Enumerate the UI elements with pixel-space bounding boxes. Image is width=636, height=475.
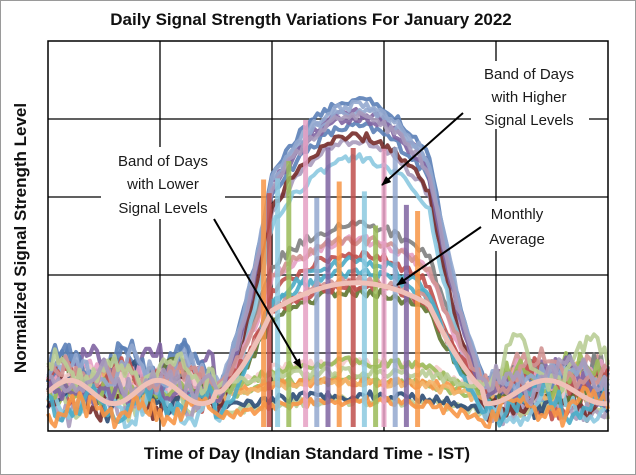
chart-title: Daily Signal Strength Variations For Jan… [110, 10, 512, 29]
annotation-higher: Band of Days with Higher Signal Levels [471, 61, 589, 129]
series-line [47, 110, 610, 407]
arrow-average [396, 226, 482, 286]
annotation-average-line-1: Monthly [491, 206, 544, 223]
average-layer [46, 280, 609, 407]
arrow-lower [213, 218, 302, 369]
annotation-higher-line-3: Signal Levels [484, 112, 573, 129]
annotation-lower: Band of Days with Lower Signal Levels [101, 147, 225, 219]
annotation-higher-line-2: with Higher [490, 89, 566, 106]
annotation-higher-line-1: Band of Days [484, 66, 574, 83]
annotations: Band of Days with Higher Signal Levels B… [101, 61, 589, 369]
annotation-lower-line-1: Band of Days [118, 153, 208, 170]
annotation-average: Monthly Average [475, 201, 559, 251]
annotation-average-line-2: Average [489, 231, 545, 248]
monthly-average-line [46, 280, 609, 407]
plot-border [47, 40, 609, 432]
annotation-lower-line-3: Signal Levels [118, 200, 207, 217]
x-axis-label: Time of Day (Indian Standard Time - IST) [144, 444, 470, 463]
arrow-higher [381, 112, 464, 186]
annotation-lower-line-2: with Lower [126, 176, 199, 193]
y-axis-label: Normalized Signal Strength Level [11, 103, 30, 373]
series-line [46, 99, 610, 396]
